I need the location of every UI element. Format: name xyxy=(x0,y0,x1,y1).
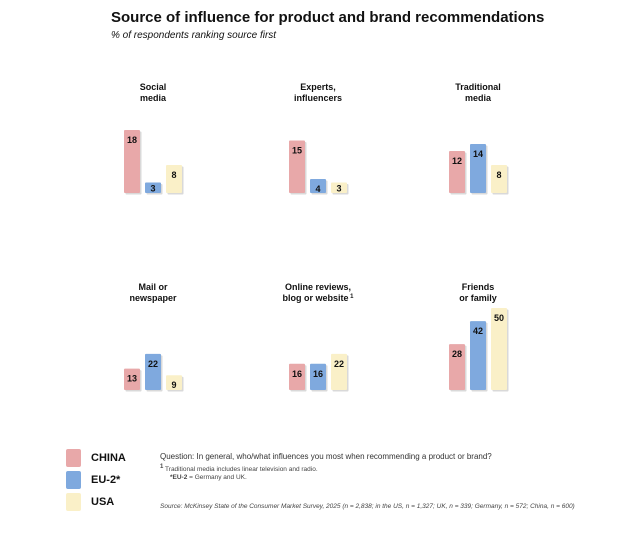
legend-label-china: CHINA xyxy=(91,452,126,464)
bar-label-usa: 3 xyxy=(336,183,341,193)
panel-5-title-line-2: blog or website 1 xyxy=(282,293,354,303)
panel-1-title-line-1: Social xyxy=(140,82,167,92)
panel-5: Online reviews,blog or website 1 16 16 22 xyxy=(282,282,354,392)
bar-china xyxy=(449,151,465,193)
bar-eu2 xyxy=(145,182,161,193)
bar-eu2 xyxy=(310,179,326,193)
bar-label-usa: 8 xyxy=(496,170,501,180)
panel-footnote-mark: 1 xyxy=(349,294,355,300)
bar-label-eu2: 22 xyxy=(148,359,158,369)
bar-label-eu2: 14 xyxy=(473,149,483,159)
survey-question: Question: In general, who/what influence… xyxy=(160,452,492,461)
chart-title: Source of influence for product and bran… xyxy=(111,9,545,26)
eu2-note-key: *EU-2 xyxy=(170,474,188,482)
legend-swatch-eu2 xyxy=(66,471,81,489)
bar-china xyxy=(289,140,305,193)
panel-2-title-line-2: influencers xyxy=(294,93,342,103)
panel-2-title-line-1: Experts, xyxy=(300,82,336,92)
bar-china xyxy=(124,130,140,193)
bar-label-china: 13 xyxy=(127,374,137,384)
bar-china xyxy=(289,363,305,390)
eu2-note: *EU-2 = Germany and UK. xyxy=(160,474,620,481)
bar-eu2 xyxy=(470,144,486,193)
legend-label-usa: USA xyxy=(91,496,115,508)
panel-6-title-line-1: Friends xyxy=(462,282,495,292)
bar-label-eu2: 3 xyxy=(150,183,155,193)
bar-eu2 xyxy=(470,321,486,390)
bar-label-usa: 9 xyxy=(171,380,176,390)
bar-china xyxy=(124,368,140,390)
bar-usa xyxy=(166,165,182,193)
legend-swatch-usa xyxy=(66,493,81,511)
bar-label-china: 18 xyxy=(127,135,137,145)
bar-usa xyxy=(491,308,507,390)
bar-label-usa: 50 xyxy=(494,313,504,323)
source-note: Source: McKinsey State of the Consumer M… xyxy=(160,503,575,511)
bar-label-usa: 22 xyxy=(334,359,344,369)
bar-eu2 xyxy=(145,353,161,390)
legend-item-usa: USA xyxy=(66,491,126,513)
bar-label-usa: 8 xyxy=(171,170,176,180)
bar-label-eu2: 42 xyxy=(473,326,483,336)
bar-label-eu2: 4 xyxy=(315,184,320,194)
panel-5-title-line-1: Online reviews, xyxy=(285,282,351,292)
footnote-mark: 1 xyxy=(160,464,164,470)
panel-6-title-line-2: or family xyxy=(459,293,497,303)
eu2-note-text: = Germany and UK. xyxy=(187,474,247,482)
bar-label-china: 15 xyxy=(292,146,302,156)
panel-4-title-line-2: newspaper xyxy=(129,293,177,303)
legend-label-eu2: EU-2* xyxy=(91,474,121,486)
bar-china xyxy=(449,344,465,390)
bar-usa xyxy=(491,165,507,193)
legend-item-china: CHINA xyxy=(66,447,126,469)
notes-block: Question: In general, who/what influence… xyxy=(160,452,620,517)
bar-label-china: 12 xyxy=(452,156,462,166)
legend: CHINA EU-2* USA xyxy=(66,447,126,513)
footnote-text: Traditional media includes linear televi… xyxy=(165,466,318,474)
bar-usa xyxy=(166,375,182,390)
bar-label-china: 16 xyxy=(292,369,302,379)
chart-subtitle: % of respondents ranking source first xyxy=(111,30,277,41)
panel-2: Experts,influencers 15 4 3 xyxy=(289,82,349,195)
panel-3-title-line-1: Traditional xyxy=(455,82,501,92)
bar-usa xyxy=(331,353,347,390)
panel-1-title-line-2: media xyxy=(140,93,167,103)
bar-label-eu2: 16 xyxy=(313,369,323,379)
footnote-traditional-media: 1 Traditional media includes linear tele… xyxy=(160,464,620,473)
bar-label-china: 28 xyxy=(452,349,462,359)
panel-4-title-line-1: Mail or xyxy=(138,282,168,292)
legend-item-eu2: EU-2* xyxy=(66,469,126,491)
bar-eu2 xyxy=(310,363,326,390)
panel-3-title-line-2: media xyxy=(465,93,492,103)
bar-usa xyxy=(331,182,347,193)
legend-swatch-china xyxy=(66,449,81,467)
